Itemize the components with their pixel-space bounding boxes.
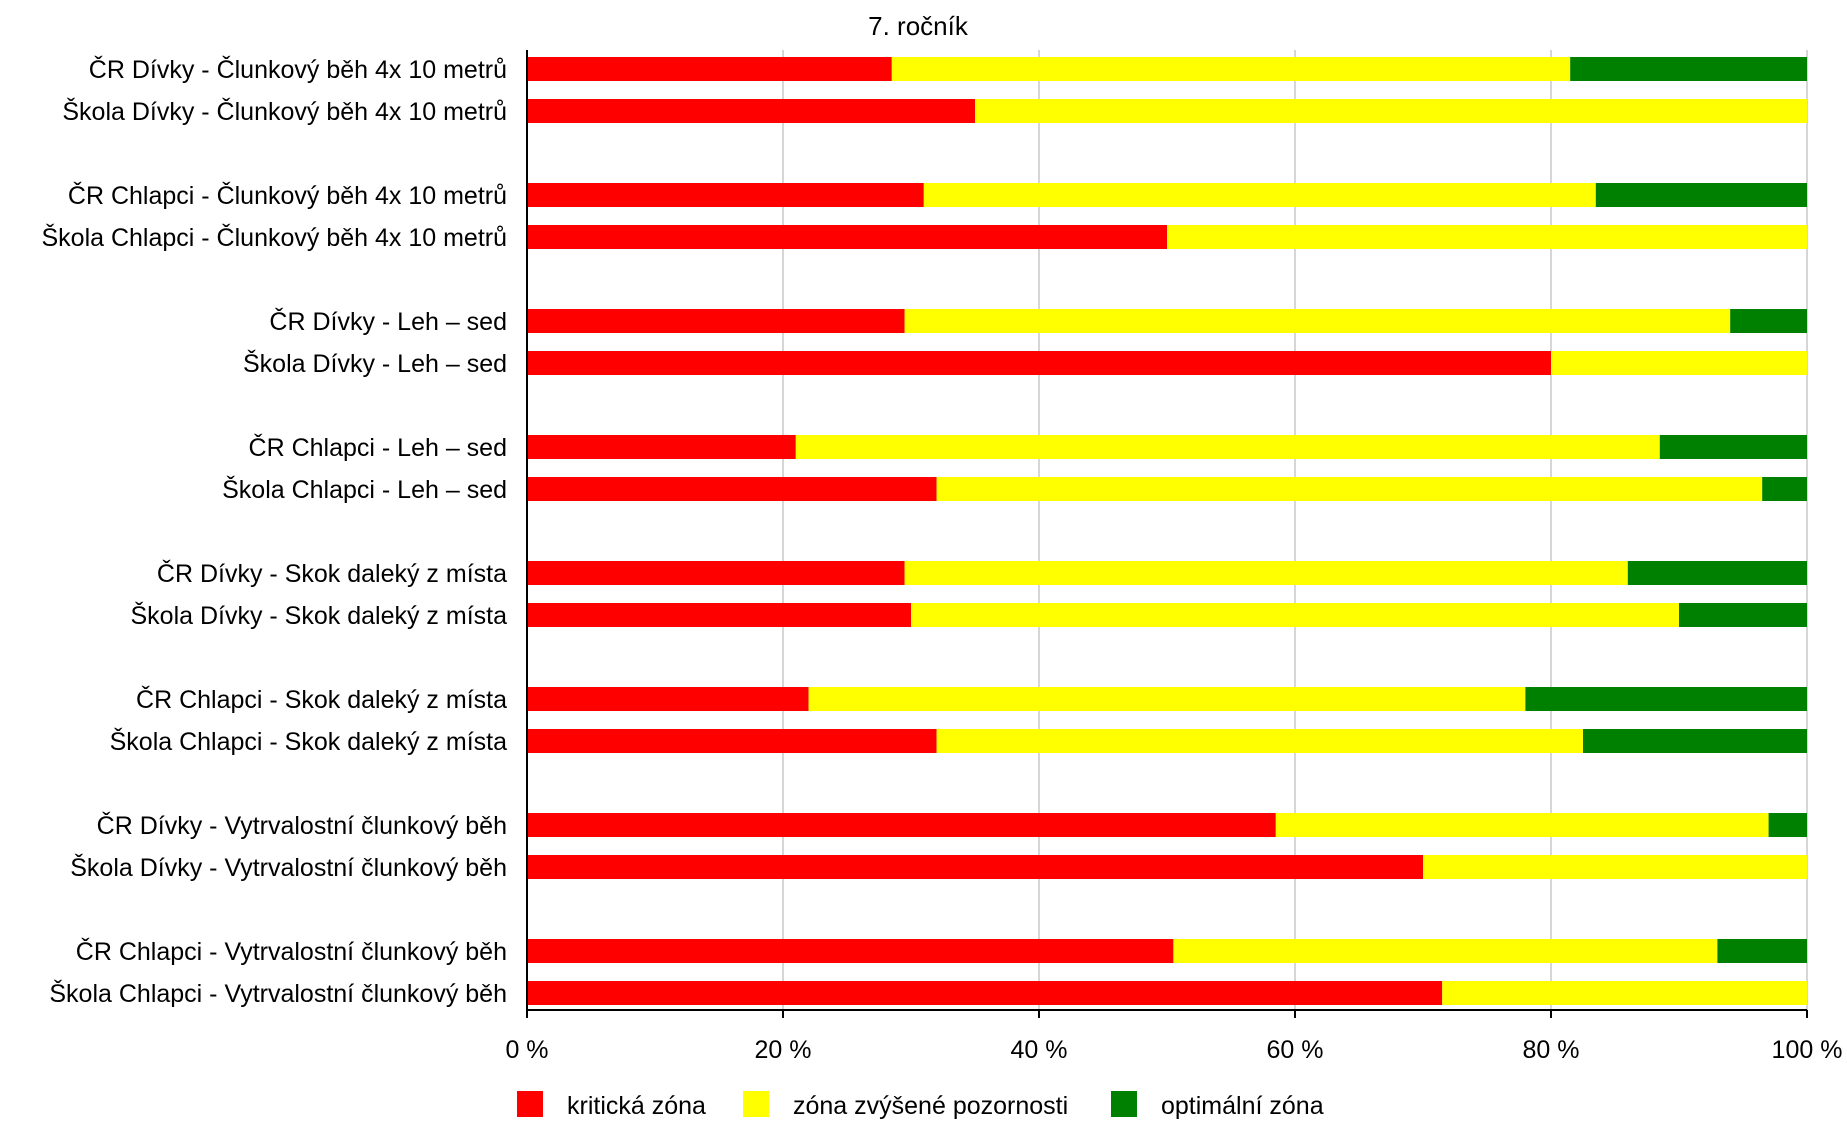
bar-segment	[1583, 729, 1807, 753]
legend: kritická zóna zóna zvýšené pozornosti opti…	[517, 1091, 1324, 1120]
legend-swatch	[517, 1091, 543, 1117]
category-label: ČR Dívky - Skok daleký z místa	[157, 559, 507, 588]
bar-segment	[1768, 813, 1807, 837]
bar-segment	[527, 57, 892, 81]
legend-label: kritická zóna	[567, 1092, 706, 1119]
category-label: Škola Dívky - Člunkový běh 4x 10 metrů	[62, 97, 507, 126]
category-label: ČR Dívky - Leh – sed	[269, 307, 507, 336]
bar-segment	[1762, 477, 1807, 501]
bar-segment	[1679, 603, 1807, 627]
x-tick-label: 100 %	[1772, 1036, 1843, 1064]
category-label: Škola Chlapci - Člunkový běh 4x 10 metrů	[41, 223, 507, 252]
bar-segment	[891, 57, 1571, 81]
category-label: Škola Dívky - Leh – sed	[243, 349, 507, 378]
bar-segment	[527, 477, 937, 501]
category-label: ČR Dívky - Člunkový běh 4x 10 metrů	[89, 55, 507, 84]
category-label: Škola Chlapci - Skok daleký z místa	[110, 727, 507, 756]
bar-segment	[1173, 939, 1718, 963]
bars	[527, 57, 1807, 1005]
bar-segment	[527, 981, 1443, 1005]
gridlines	[782, 50, 1808, 1010]
bar-segment	[923, 183, 1596, 207]
bar-segment	[1570, 57, 1807, 81]
category-label: Škola Dívky - Skok daleký z místa	[130, 601, 507, 630]
bar-segment	[1627, 561, 1807, 585]
category-label: Škola Chlapci - Vytrvalostní člunkový bě…	[49, 979, 507, 1008]
legend-swatch	[743, 1091, 769, 1117]
category-label: ČR Chlapci - Vytrvalostní člunkový běh	[76, 937, 507, 966]
chart-title: 7. ročník	[868, 11, 969, 41]
bar-segment	[527, 813, 1276, 837]
x-tick-label: 20 %	[755, 1036, 812, 1064]
bar-segment	[527, 183, 924, 207]
bar-segment	[527, 603, 911, 627]
bar-segment	[527, 99, 975, 123]
axes	[526, 50, 1808, 1018]
bar-segment	[1551, 351, 1807, 375]
bar-segment	[1659, 435, 1807, 459]
bar-segment	[527, 561, 905, 585]
category-label: ČR Chlapci - Člunkový běh 4x 10 metrů	[68, 181, 507, 210]
x-tick-label: 60 %	[1267, 1036, 1324, 1064]
bar-segment	[527, 729, 937, 753]
bar-segment	[527, 225, 1167, 249]
bar-segment	[936, 477, 1763, 501]
x-tick-label: 80 %	[1523, 1036, 1580, 1064]
bar-segment	[911, 603, 1679, 627]
bar-segment	[904, 309, 1731, 333]
category-label: Škola Dívky - Vytrvalostní člunkový běh	[70, 853, 507, 882]
legend-swatch	[1111, 1091, 1137, 1117]
bar-segment	[527, 939, 1174, 963]
bar-segment	[936, 729, 1583, 753]
x-tick-label: 0 %	[505, 1036, 548, 1064]
legend-label: optimální zóna	[1161, 1092, 1324, 1119]
bar-segment	[527, 435, 796, 459]
x-tick-labels: 0 % 20 % 40 % 60 % 80 % 100 %	[505, 1036, 1842, 1064]
bar-segment	[1717, 939, 1807, 963]
bar-segment	[1525, 687, 1807, 711]
bar-segment	[904, 561, 1628, 585]
legend-label: zóna zvýšené pozornosti	[793, 1092, 1068, 1119]
bar-segment	[795, 435, 1660, 459]
bar-segment	[1595, 183, 1807, 207]
category-labels: ČR Dívky - Člunkový běh 4x 10 metrů Škola…	[41, 55, 507, 1008]
category-label: ČR Chlapci - Leh – sed	[249, 433, 507, 462]
bar-segment	[1167, 225, 1807, 249]
category-label: ČR Dívky - Vytrvalostní člunkový běh	[97, 811, 507, 840]
bar-segment	[527, 309, 905, 333]
bar-segment	[1442, 981, 1807, 1005]
bar-segment	[527, 855, 1423, 879]
bar-segment	[527, 687, 809, 711]
bar-segment	[808, 687, 1526, 711]
bar-segment	[1423, 855, 1807, 879]
category-label: ČR Chlapci - Skok daleký z místa	[136, 685, 507, 714]
x-tick-label: 40 %	[1011, 1036, 1068, 1064]
bar-segment	[1275, 813, 1769, 837]
category-label: Škola Chlapci - Leh – sed	[222, 475, 507, 504]
bar-segment	[527, 351, 1551, 375]
bar-segment	[1730, 309, 1807, 333]
bar-segment	[975, 99, 1807, 123]
